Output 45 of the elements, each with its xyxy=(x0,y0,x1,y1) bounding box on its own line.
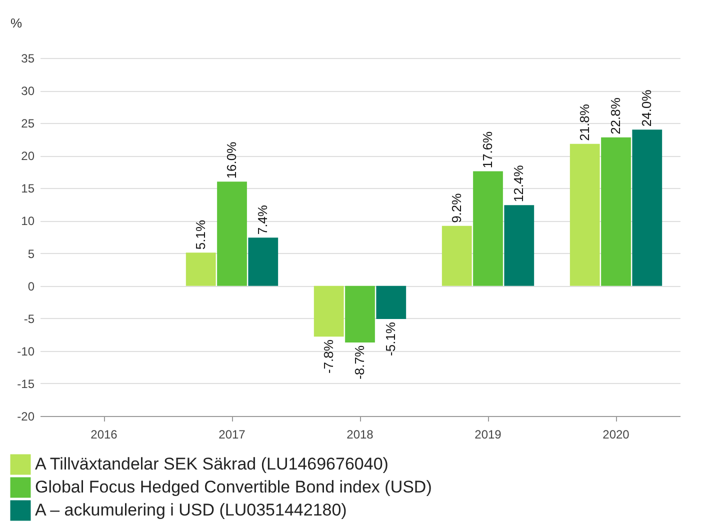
data-label: -7.8% xyxy=(320,339,336,374)
x-tick-label: 2019 xyxy=(474,428,502,442)
data-label: -8.7% xyxy=(352,345,367,380)
y-tick-label: 10 xyxy=(21,214,35,228)
y-tick-label: -20 xyxy=(17,410,35,424)
y-tick-label: 15 xyxy=(21,182,35,196)
legend-label: A Tillväxtandelar SEK Säkrad (LU1469676040) xyxy=(35,454,388,474)
x-tick-label: 2017 xyxy=(218,428,246,442)
bar xyxy=(442,226,472,286)
y-tick-label: 20 xyxy=(21,149,35,164)
bar xyxy=(217,182,247,286)
data-label: 22.8% xyxy=(608,97,623,134)
bar xyxy=(186,252,216,286)
y-tick-label: -5 xyxy=(24,312,35,326)
data-label: 21.8% xyxy=(576,104,592,141)
data-label: 17.6% xyxy=(480,130,495,168)
bar xyxy=(314,286,344,337)
bar xyxy=(504,205,534,286)
data-label: 5.1% xyxy=(192,220,208,250)
y-tick-label: 25 xyxy=(21,116,35,131)
y-tick-label: 30 xyxy=(21,84,35,98)
bar xyxy=(345,286,375,342)
data-label: 24.0% xyxy=(639,89,654,127)
y-tick-label: -15 xyxy=(17,376,35,391)
x-tick-label: 2018 xyxy=(346,428,374,442)
bar xyxy=(473,171,503,286)
y-tick-label: 35 xyxy=(21,52,35,66)
bar xyxy=(376,286,406,320)
bar xyxy=(632,130,662,286)
data-label: 12.4% xyxy=(511,164,526,202)
bar xyxy=(570,144,600,286)
y-tick-label: 0 xyxy=(28,279,35,294)
legend-label: Global Focus Hedged Convertible Bond index (USD) xyxy=(35,478,432,496)
y-tick-label: -10 xyxy=(17,344,35,358)
data-label: 16.0% xyxy=(224,141,239,179)
x-tick-label: 2020 xyxy=(602,428,630,442)
data-label: -5.1% xyxy=(383,322,398,356)
bar xyxy=(601,137,631,286)
legend-label: A – ackumulering i USD (LU0351442180) xyxy=(35,500,347,520)
data-label: 9.2% xyxy=(448,192,464,223)
y-axis-title: % xyxy=(10,16,22,30)
x-tick-label: 2016 xyxy=(90,428,118,442)
y-tick-label: 5 xyxy=(28,246,35,261)
data-label: 7.4% xyxy=(255,204,270,235)
bar xyxy=(248,238,278,286)
